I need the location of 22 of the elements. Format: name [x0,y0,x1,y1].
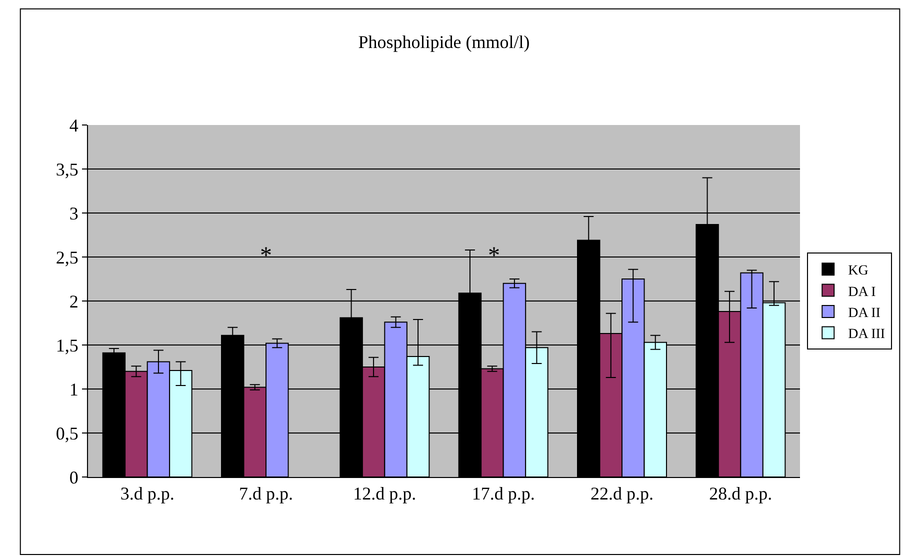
legend-label: DA III [848,327,886,342]
chart-title: Phospholipide (mmol/l) [358,32,530,52]
y-tick-label: 0 [69,467,78,488]
y-tick-label: 3 [69,203,78,224]
x-tick-label: 17.d p.p. [472,484,535,504]
legend-label: KG [848,264,868,279]
x-tick-label: 22.d p.p. [590,484,654,504]
annotation: * [488,243,500,269]
x-tick-label: 28.d p.p. [709,484,772,504]
y-tick-label: 0,5 [56,423,78,444]
annotation: * [260,243,272,269]
x-tick-label: 12.d p.p. [353,484,416,504]
legend-label: DA II [848,306,881,321]
y-tick-label: 2,5 [56,247,78,268]
y-tick-label: 4 [69,115,78,136]
y-tick-label: 1,5 [56,335,78,356]
legend-label: DA I [848,284,876,300]
x-tick-label: 7.d p.p. [239,484,293,504]
y-tick-label: 2 [69,291,78,312]
y-tick-label: 3,5 [56,159,78,180]
x-tick-label: 3.d p.p. [120,484,174,504]
y-tick-label: 1 [69,379,78,400]
